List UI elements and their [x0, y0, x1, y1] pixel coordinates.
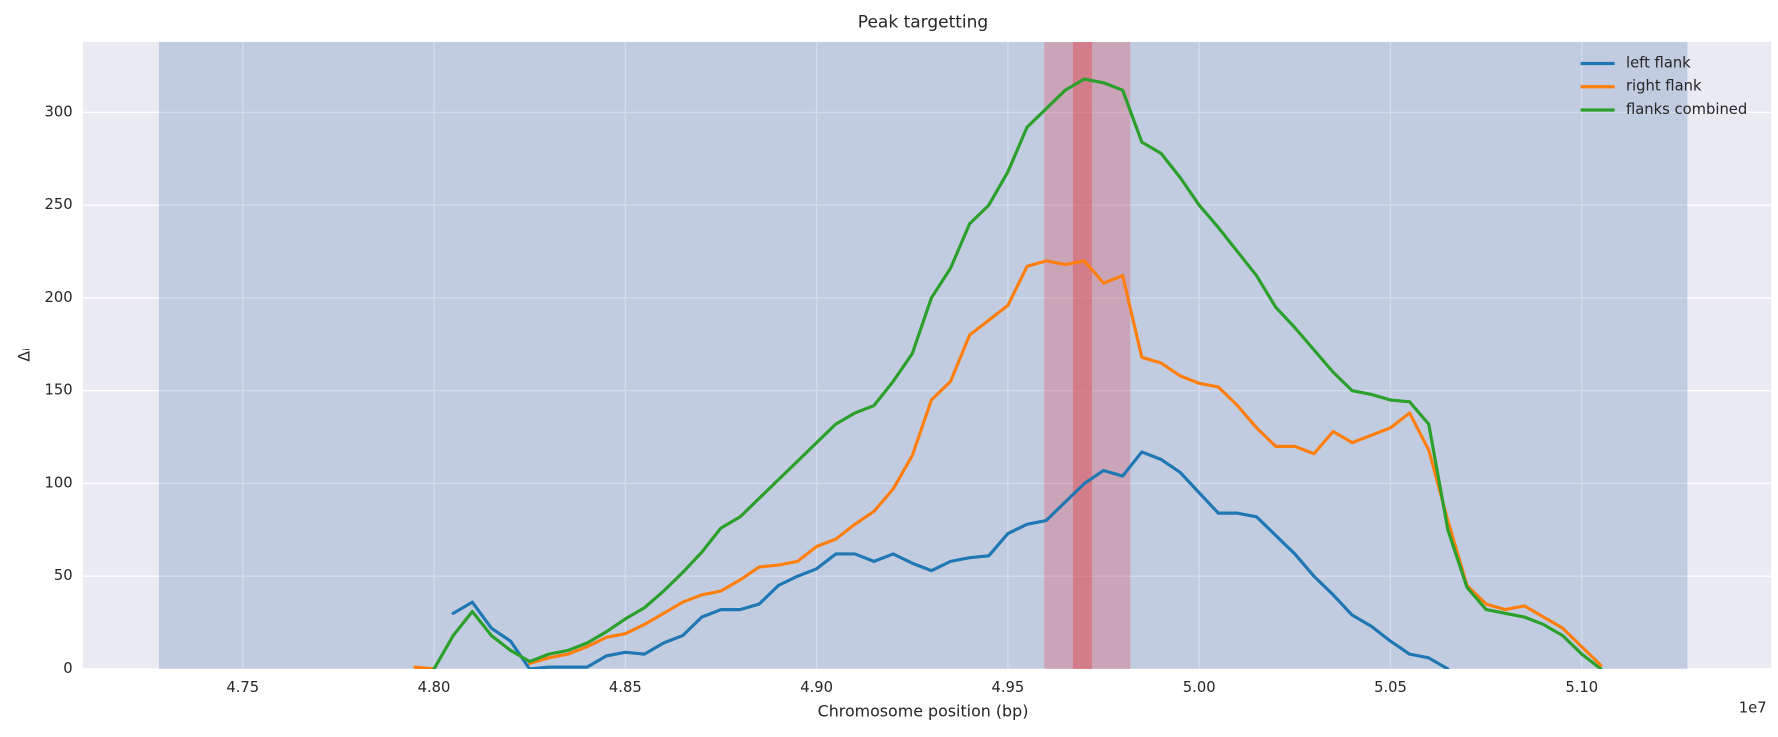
spans [158, 41, 1688, 669]
y-tick-label: 0 [63, 660, 72, 677]
span [1072, 41, 1093, 669]
x-tick-label: 4.75 [226, 679, 259, 696]
x-axis-label: Chromosome position (bp) [818, 702, 1029, 721]
y-tick-label: 250 [45, 196, 73, 213]
x-offset-label: 1e7 [1739, 700, 1767, 717]
legend-label: right flank [1626, 78, 1702, 95]
x-tick-label: 4.85 [609, 679, 642, 696]
x-tick-label: 5.10 [1565, 679, 1598, 696]
x-tick-label: 4.90 [800, 679, 833, 696]
span [158, 41, 1688, 669]
y-tick-label: 150 [45, 382, 73, 399]
y-tick-label: 300 [45, 103, 73, 120]
labels: 4.75 4.80 4.85 4.90 4.95 5.00 5.05 5.10 0 50 100 15… [45, 54, 1748, 696]
x-tick-label: 5.00 [1183, 679, 1216, 696]
series-line [413, 259, 1603, 669]
x-tick-label: 4.80 [418, 679, 451, 696]
y-tick-label: 100 [45, 474, 73, 491]
grid [82, 41, 1772, 670]
y-tick-label: 200 [45, 289, 73, 306]
legend-label: left flank [1626, 54, 1691, 71]
y-axis-label: Δᵢ [15, 348, 34, 362]
chart-title: Peak targetting [858, 13, 988, 33]
legend-label: flanks combined [1626, 101, 1747, 118]
lines [413, 77, 1603, 669]
x-tick-label: 5.05 [1374, 679, 1407, 696]
series-line [432, 77, 1603, 669]
plot-background [82, 41, 1772, 669]
series-line [451, 450, 1450, 669]
x-tick-label: 4.95 [991, 679, 1024, 696]
span [1044, 41, 1131, 669]
y-tick-label: 50 [54, 567, 73, 584]
